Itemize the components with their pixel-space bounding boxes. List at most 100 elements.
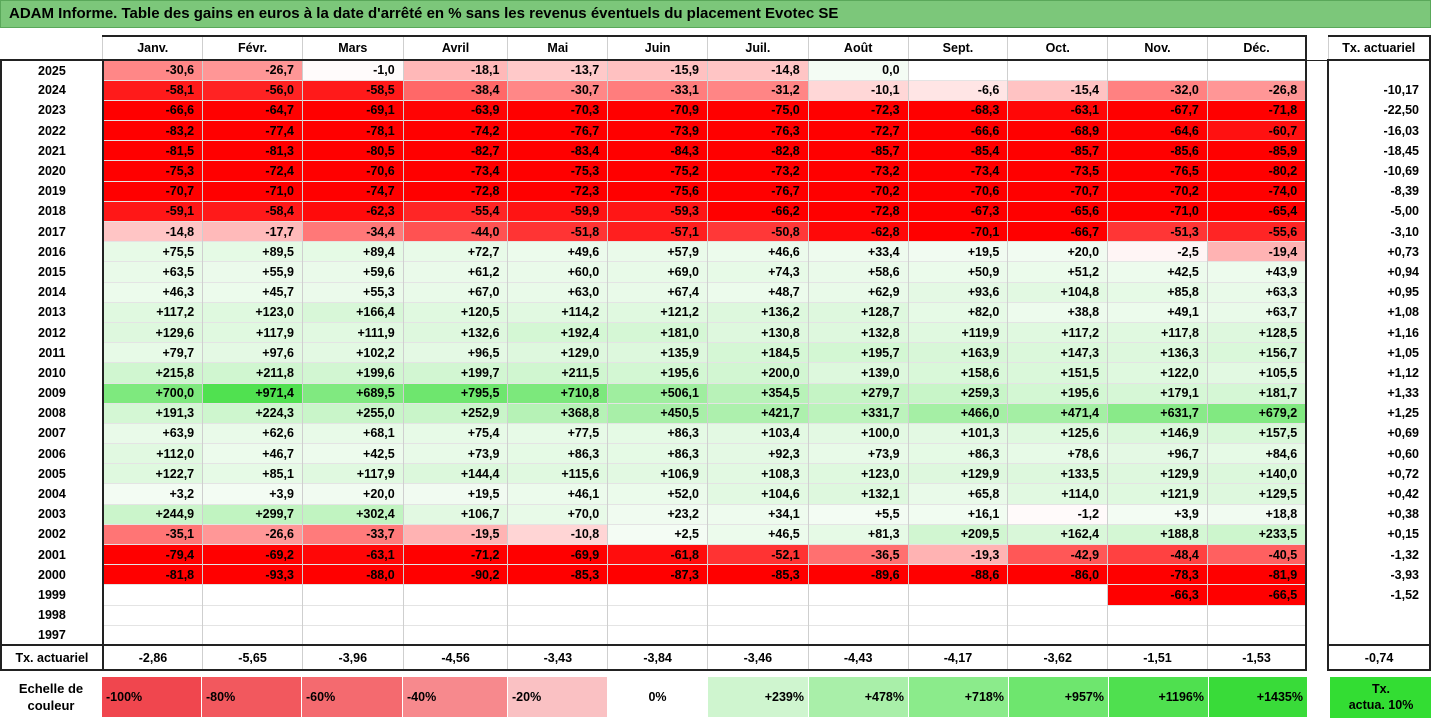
gain-cell[interactable]: +121,2 [607, 301, 708, 323]
gain-cell[interactable]: +136,2 [707, 301, 809, 323]
gain-cell[interactable] [301, 624, 404, 646]
gain-cell[interactable]: -66,2 [707, 200, 809, 222]
gain-cell[interactable]: -67,3 [907, 200, 1008, 222]
gain-cell[interactable]: +3,2 [102, 483, 203, 505]
gain-cell[interactable] [1007, 624, 1108, 646]
gain-cell[interactable]: +302,4 [301, 503, 404, 525]
gain-cell[interactable]: -30,7 [507, 79, 608, 101]
gain-cell[interactable]: +144,4 [402, 463, 508, 484]
gain-cell[interactable]: +97,6 [202, 342, 303, 363]
gain-cell[interactable]: +181,0 [607, 321, 708, 343]
gain-cell[interactable]: -19,4 [1206, 241, 1308, 262]
gain-cell[interactable]: +195,7 [807, 342, 909, 363]
gain-cell[interactable]: -83,2 [102, 120, 203, 141]
gain-cell[interactable]: +3,9 [1107, 503, 1208, 525]
gain-cell[interactable]: -59,1 [102, 200, 203, 222]
gain-cell[interactable] [707, 604, 809, 626]
gain-cell[interactable]: -70,3 [507, 99, 608, 121]
gain-cell[interactable]: +23,2 [607, 503, 708, 525]
gain-cell[interactable]: -81,8 [102, 564, 203, 585]
gain-cell[interactable]: -13,7 [507, 59, 608, 81]
gain-cell[interactable]: +132,6 [402, 321, 508, 343]
gain-cell[interactable]: -66,5 [1206, 584, 1308, 606]
gain-cell[interactable]: +146,9 [1107, 422, 1208, 444]
gain-cell[interactable]: -67,7 [1107, 99, 1208, 121]
gain-cell[interactable]: +129,0 [507, 342, 608, 363]
gain-cell[interactable]: -62,8 [807, 220, 909, 242]
gain-cell[interactable]: +46,5 [707, 523, 809, 545]
gain-cell[interactable]: -2,5 [1107, 241, 1208, 262]
gain-cell[interactable]: -14,8 [707, 59, 809, 81]
gain-cell[interactable]: -55,4 [402, 200, 508, 222]
gain-cell[interactable]: -63,1 [301, 543, 404, 565]
gain-cell[interactable]: +117,8 [1107, 321, 1208, 343]
gain-cell[interactable]: -80,5 [301, 140, 404, 161]
gain-cell[interactable]: +42,5 [1107, 261, 1208, 283]
gain-cell[interactable]: +73,9 [402, 443, 508, 464]
gain-cell[interactable]: -73,9 [607, 120, 708, 141]
gain-cell[interactable]: +33,4 [807, 241, 909, 262]
gain-cell[interactable]: +59,6 [301, 261, 404, 283]
gain-cell[interactable]: -15,4 [1007, 79, 1108, 101]
gain-cell[interactable]: -62,3 [301, 200, 404, 222]
gain-cell[interactable]: -30,6 [102, 59, 203, 81]
gain-cell[interactable]: +85,8 [1107, 281, 1208, 303]
gain-cell[interactable]: -57,1 [607, 220, 708, 242]
gain-cell[interactable]: -26,7 [202, 59, 303, 81]
gain-cell[interactable]: +77,5 [507, 422, 608, 444]
gain-cell[interactable]: +132,8 [807, 321, 909, 343]
gain-cell[interactable]: +119,9 [907, 321, 1008, 343]
gain-cell[interactable]: -85,6 [1107, 140, 1208, 161]
gain-cell[interactable]: +331,7 [807, 402, 909, 424]
gain-cell[interactable]: +16,1 [907, 503, 1008, 525]
gain-cell[interactable]: +255,0 [301, 402, 404, 424]
gain-cell[interactable]: +106,7 [402, 503, 508, 525]
gain-cell[interactable] [1007, 584, 1108, 606]
gain-cell[interactable]: -65,4 [1206, 200, 1308, 222]
gain-cell[interactable]: +61,2 [402, 261, 508, 283]
gain-cell[interactable]: +120,5 [402, 301, 508, 323]
gain-cell[interactable]: -74,7 [301, 180, 404, 202]
gain-cell[interactable] [102, 604, 203, 626]
gain-cell[interactable] [301, 604, 404, 626]
gain-cell[interactable]: -72,8 [807, 200, 909, 222]
gain-cell[interactable]: -70,6 [907, 180, 1008, 202]
gain-cell[interactable] [1107, 59, 1208, 81]
gain-cell[interactable]: +157,5 [1206, 422, 1308, 444]
gain-cell[interactable]: +89,4 [301, 241, 404, 262]
gain-cell[interactable]: -61,8 [607, 543, 708, 565]
gain-cell[interactable] [102, 584, 203, 606]
gain-cell[interactable]: +147,3 [1007, 342, 1108, 363]
gain-cell[interactable] [1007, 59, 1108, 81]
gain-cell[interactable]: +103,4 [707, 422, 809, 444]
gain-cell[interactable]: +125,6 [1007, 422, 1108, 444]
gain-cell[interactable]: +114,2 [507, 301, 608, 323]
gain-cell[interactable] [607, 624, 708, 646]
gain-cell[interactable]: +63,5 [102, 261, 203, 283]
gain-cell[interactable]: +139,0 [807, 362, 909, 383]
gain-cell[interactable]: +166,4 [301, 301, 404, 323]
gain-cell[interactable]: +62,6 [202, 422, 303, 444]
gain-cell[interactable]: -76,7 [507, 120, 608, 141]
gain-cell[interactable]: -58,1 [102, 79, 203, 101]
gain-cell[interactable]: -52,1 [707, 543, 809, 565]
gain-cell[interactable] [202, 584, 303, 606]
gain-cell[interactable]: +92,3 [707, 443, 809, 464]
gain-cell[interactable]: -75,3 [507, 160, 608, 182]
gain-cell[interactable]: +62,9 [807, 281, 909, 303]
gain-cell[interactable]: -70,2 [1107, 180, 1208, 202]
gain-cell[interactable]: +112,0 [102, 443, 203, 464]
gain-cell[interactable]: -26,8 [1206, 79, 1308, 101]
gain-cell[interactable]: -85,3 [707, 564, 809, 585]
gain-cell[interactable]: +795,5 [402, 382, 508, 404]
gain-cell[interactable]: +188,8 [1107, 523, 1208, 545]
gain-cell[interactable]: -38,4 [402, 79, 508, 101]
gain-cell[interactable]: -70,6 [301, 160, 404, 182]
gain-cell[interactable]: +89,5 [202, 241, 303, 262]
gain-cell[interactable]: +63,9 [102, 422, 203, 444]
gain-cell[interactable]: +82,0 [907, 301, 1008, 323]
gain-cell[interactable]: -40,5 [1206, 543, 1308, 565]
gain-cell[interactable]: +195,6 [1007, 382, 1108, 404]
gain-cell[interactable]: -32,0 [1107, 79, 1208, 101]
gain-cell[interactable]: -81,5 [102, 140, 203, 161]
